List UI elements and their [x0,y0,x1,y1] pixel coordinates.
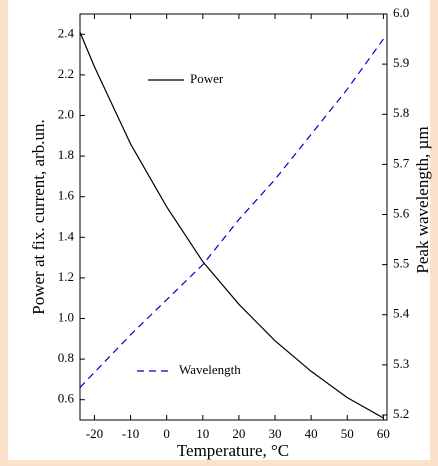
y2-tick-label: 5.9 [393,55,409,70]
y2-tick-label: 5.4 [393,306,410,321]
y2-tick-label: 6.0 [393,5,409,20]
legend-label: Power [190,71,224,86]
x-tick-label: 60 [377,426,390,441]
series-line [79,32,384,419]
y-axis-title: Power at fix. current, arb.un. [29,119,48,314]
legend-label: Wavelength [179,362,241,377]
y-tick-label: 0.6 [58,391,75,406]
y2-tick-label: 5.2 [393,406,409,421]
y-tick-label: 2.2 [58,66,74,81]
plot-frame [79,13,388,421]
y-tick-label: 1.2 [58,269,74,284]
y2-tick-label: 5.3 [393,356,409,371]
y-tick-label: 1.8 [58,147,74,162]
y-tick-label: 1.0 [58,309,74,324]
x-tick-label: 30 [269,426,282,441]
x-tick-label: 50 [341,426,354,441]
y-tick-label: 2.0 [58,106,74,121]
y2-tick-label: 5.5 [393,256,409,271]
y2-tick-label: 5.8 [393,105,409,120]
x-tick-label: 10 [196,426,209,441]
chart-background [8,0,430,460]
x-tick-label: 40 [305,426,318,441]
y2-tick-label: 5.6 [393,205,410,220]
y-tick-label: 2.4 [58,25,75,40]
x-tick-label: -10 [122,426,139,441]
x-tick-label: 0 [163,426,170,441]
x-tick-label: 20 [232,426,245,441]
y-tick-label: 1.4 [58,228,75,243]
x-tick-label: -20 [86,426,103,441]
y-tick-label: 1.6 [58,188,75,203]
y2-tick-label: 5.7 [393,155,410,170]
series-line [79,38,384,388]
x-axis-title: Temperature, °C [177,441,289,460]
y-tick-label: 0.8 [58,350,74,365]
y2-axis-title: Peak wavelength, µm [413,126,432,273]
